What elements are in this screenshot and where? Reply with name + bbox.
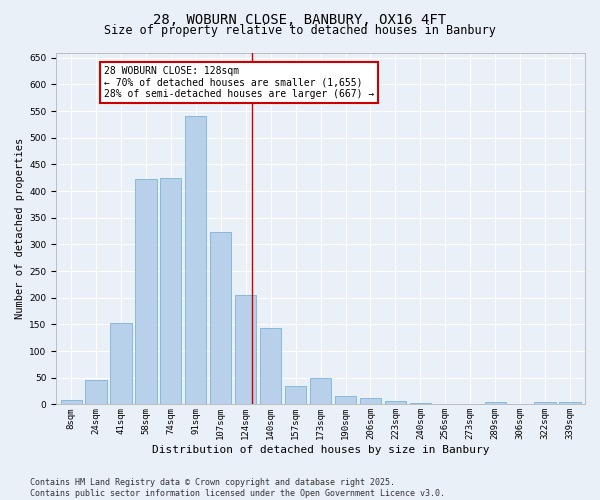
Bar (185, 116, 206, 405)
Bar (285, 386, 306, 404)
Bar (210, 232, 232, 404)
Bar (310, 378, 331, 404)
Bar (260, 328, 281, 404)
Text: Contains HM Land Registry data © Crown copyright and database right 2025.
Contai: Contains HM Land Registry data © Crown c… (30, 478, 445, 498)
Bar (61, 400, 82, 404)
Text: Size of property relative to detached houses in Banbury: Size of property relative to detached ho… (104, 24, 496, 37)
Bar (110, 323, 131, 404)
Bar (235, 295, 256, 405)
Text: 28, WOBURN CLOSE, BANBURY, OX16 4FT: 28, WOBURN CLOSE, BANBURY, OX16 4FT (154, 12, 446, 26)
Bar (535, 402, 556, 404)
Bar (136, 180, 157, 404)
Bar (485, 402, 506, 404)
Bar (160, 178, 181, 404)
Bar (335, 396, 356, 404)
Y-axis label: Number of detached properties: Number of detached properties (15, 138, 25, 319)
X-axis label: Distribution of detached houses by size in Banbury: Distribution of detached houses by size … (152, 445, 490, 455)
Text: 28 WOBURN CLOSE: 128sqm
← 70% of detached houses are smaller (1,655)
28% of semi: 28 WOBURN CLOSE: 128sqm ← 70% of detache… (104, 66, 374, 99)
Bar (360, 398, 381, 404)
Bar (385, 401, 406, 404)
Bar (559, 402, 581, 404)
Bar (85, 380, 107, 404)
